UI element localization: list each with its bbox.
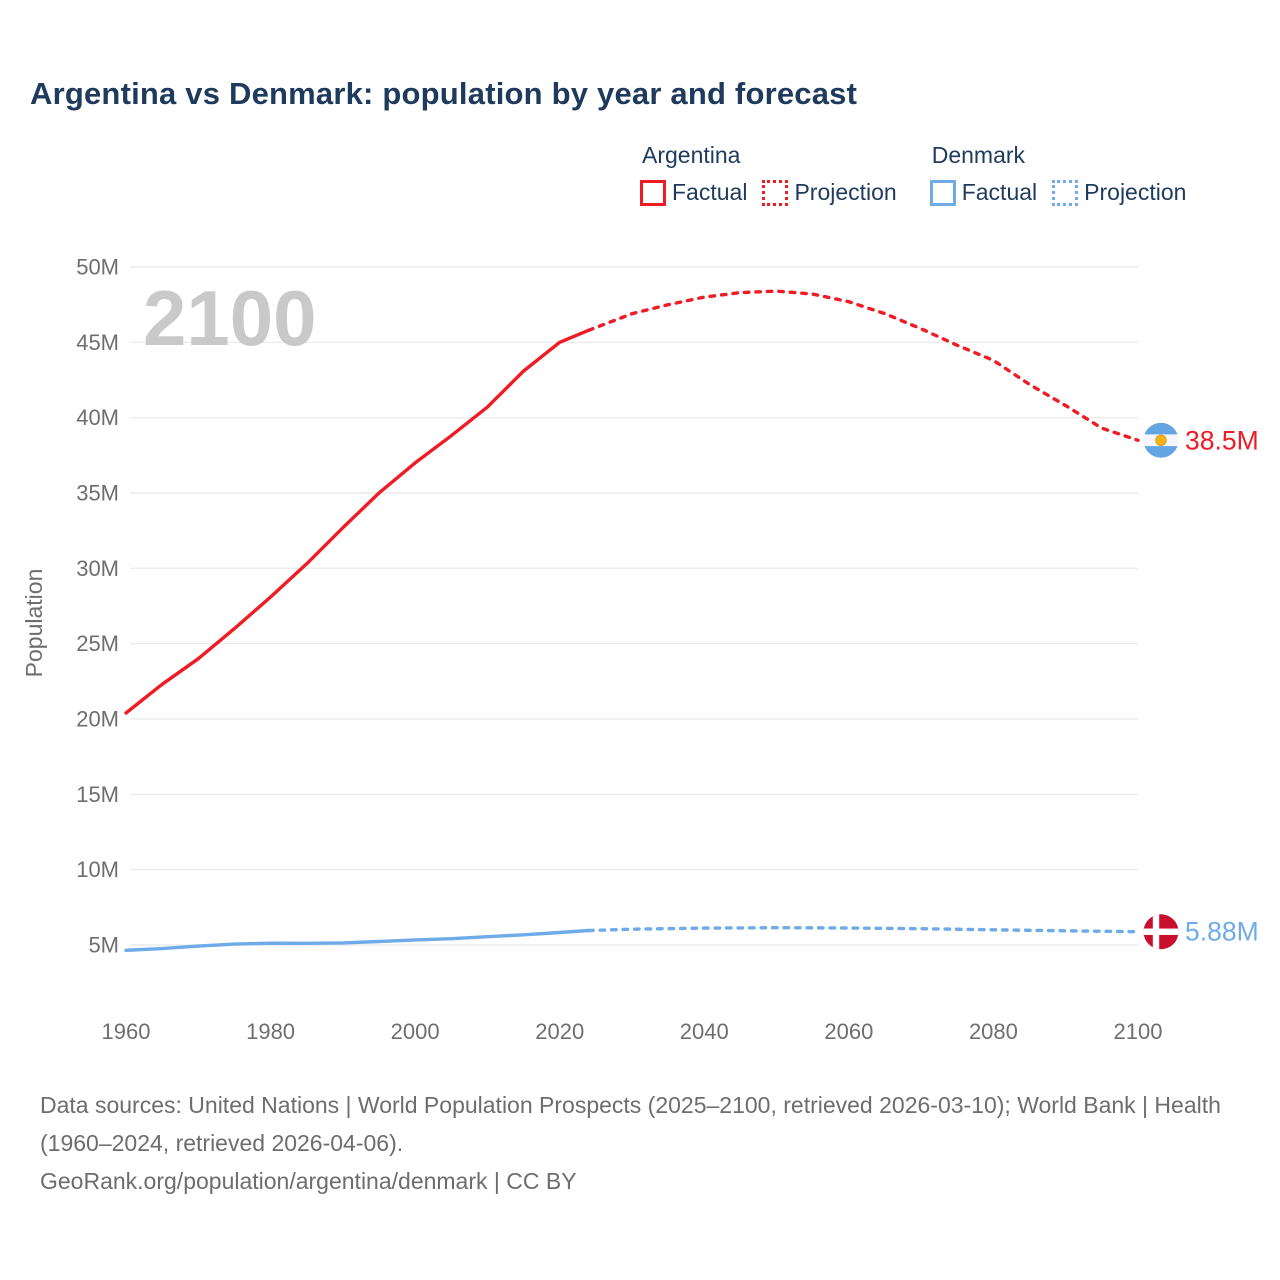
- y-tick-label: 35M: [76, 480, 119, 505]
- page-title: Argentina vs Denmark: population by year…: [30, 76, 858, 111]
- legend-item-label: Factual: [961, 179, 1038, 205]
- x-tick-label: 2040: [680, 1019, 729, 1044]
- legend: Argentina Factual Projection Denmark Factual…: [640, 142, 1186, 206]
- legend-swatch-solid-icon: [929, 179, 956, 206]
- x-tick-label: 2080: [969, 1019, 1018, 1044]
- x-tick-label: 2020: [535, 1019, 584, 1044]
- y-tick-label: 25M: [76, 631, 119, 656]
- legend-item-argentina-factual[interactable]: Factual: [640, 179, 747, 206]
- series-line-denmark-factual: [124, 928, 591, 952]
- legend-swatch-dotted-icon: [1052, 179, 1079, 206]
- argentina-flag-sun-icon: [1155, 434, 1167, 446]
- watermark-year: 2100: [143, 274, 317, 362]
- legend-item-label: Factual: [672, 179, 748, 205]
- legend-item-argentina-projection[interactable]: Projection: [762, 179, 897, 206]
- y-tick-label: 5M: [88, 932, 119, 957]
- y-tick-label: 30M: [76, 556, 119, 581]
- y-tick-label: 15M: [76, 782, 119, 807]
- end-value-label: 5.88M: [1185, 917, 1259, 947]
- y-axis-title: Population: [21, 569, 47, 678]
- x-tick-label: 2000: [391, 1019, 440, 1044]
- legend-item-denmark-factual[interactable]: Factual: [929, 179, 1038, 206]
- legend-group-title: Denmark: [931, 142, 1026, 168]
- series-line-denmark-projection: [586, 926, 1140, 934]
- data-sources-text: Data sources: United Nations | World Pop…: [40, 1092, 1221, 1156]
- x-tick-label: 1960: [102, 1019, 151, 1044]
- x-tick-label: 2060: [824, 1019, 873, 1044]
- x-tick-label: 2100: [1114, 1019, 1163, 1044]
- legend-swatch-dotted-icon: [762, 179, 789, 206]
- y-tick-label: 40M: [76, 405, 119, 430]
- x-tick-label: 1980: [246, 1019, 295, 1044]
- legend-item-label: Projection: [1084, 179, 1187, 205]
- series-line-argentina-factual: [124, 328, 591, 715]
- y-tick-label: 50M: [76, 254, 119, 279]
- legend-group-denmark: Denmark Factual Projection: [929, 142, 1186, 206]
- argentina-flag-icon: [1143, 422, 1179, 435]
- argentina-flag-icon: [1143, 446, 1179, 458]
- legend-item-label: Projection: [794, 179, 897, 205]
- source-caption: Data sources: United Nations | World Pop…: [40, 1086, 1225, 1200]
- attribution-text: GeoRank.org/population/argentina/denmark…: [40, 1168, 577, 1194]
- y-tick-label: 10M: [76, 857, 119, 882]
- y-tick-label: 20M: [76, 706, 119, 731]
- y-tick-label: 45M: [76, 330, 119, 355]
- series-line-argentina-projection: [586, 289, 1140, 442]
- legend-swatch-solid-icon: [640, 179, 666, 206]
- denmark-flag-cross-icon: [1143, 928, 1179, 935]
- end-value-label: 38.5M: [1185, 425, 1259, 455]
- legend-group-argentina: Argentina Factual Projection: [640, 142, 897, 206]
- legend-item-denmark-projection[interactable]: Projection: [1052, 179, 1186, 206]
- legend-group-title: Argentina: [642, 142, 741, 168]
